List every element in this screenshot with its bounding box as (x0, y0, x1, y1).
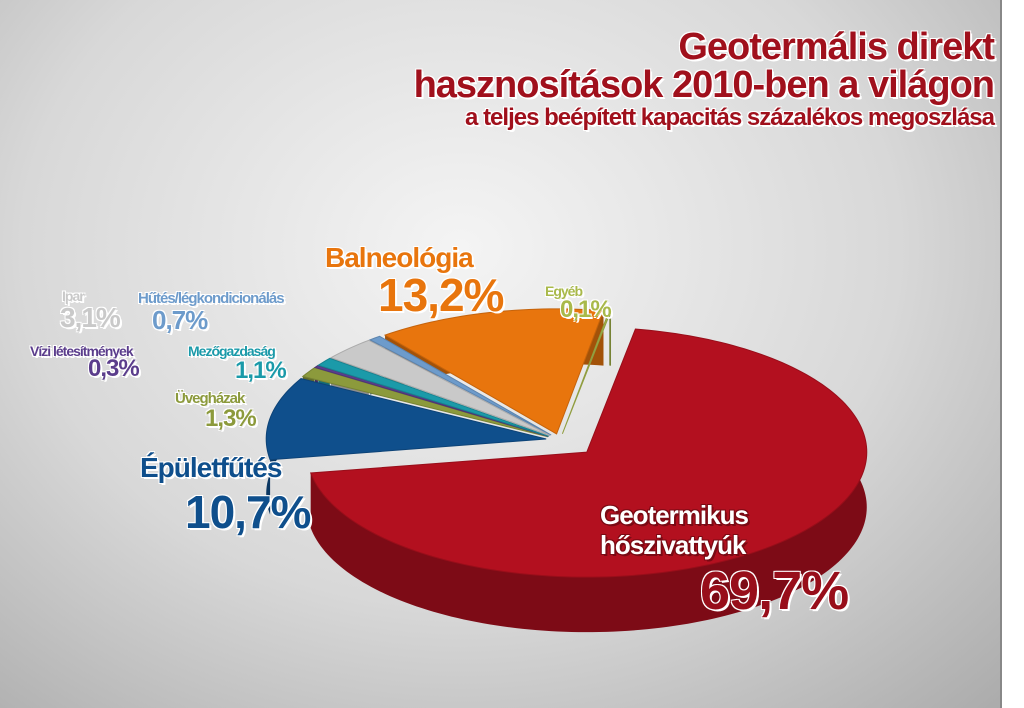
value-label: 13,2% (378, 269, 504, 321)
slice-label: Geotermikus hőszivattyúk (600, 500, 749, 560)
slice-label: Üvegházak (175, 390, 245, 407)
slice (309, 328, 868, 578)
value-label: 3,1% (60, 302, 121, 333)
slice (368, 335, 552, 436)
value-label: 10,7% (185, 486, 311, 538)
slice-label: Egyéb (545, 283, 583, 299)
slice (265, 378, 547, 461)
value-label: 0,7% (152, 305, 208, 335)
slice-label: Balneológia (325, 242, 474, 273)
slice (317, 357, 549, 437)
title-block: Geotermális direkt hasznosítások 2010-be… (413, 26, 995, 132)
value-label: 0,3% (88, 355, 140, 382)
value-label: 1,1% (235, 357, 287, 384)
chart-title: Geotermális direkt (678, 26, 995, 68)
slice-label: Mezőgazdaság (188, 343, 276, 359)
value-label: 1,3% (205, 405, 257, 432)
slice-label: Hűtés/légkondicionálás (138, 290, 285, 307)
slice-label: Vízi létesítmények (30, 343, 134, 359)
slice-side (609, 310, 612, 366)
value-label: 69,7% (700, 561, 849, 621)
value-label: 0,1% (560, 296, 612, 323)
chart-title: hasznosítások 2010-ben a világon (413, 64, 995, 106)
slice (329, 339, 551, 437)
chart-subtitle: a teljes beépített kapacitás százalékos … (465, 104, 995, 131)
slice-label: Ipar (62, 288, 85, 304)
slice (561, 310, 612, 434)
slice-label: Épületfűtés (140, 452, 282, 483)
slice (383, 308, 605, 435)
pie-chart (265, 308, 868, 633)
page-edge (1000, 0, 1024, 708)
